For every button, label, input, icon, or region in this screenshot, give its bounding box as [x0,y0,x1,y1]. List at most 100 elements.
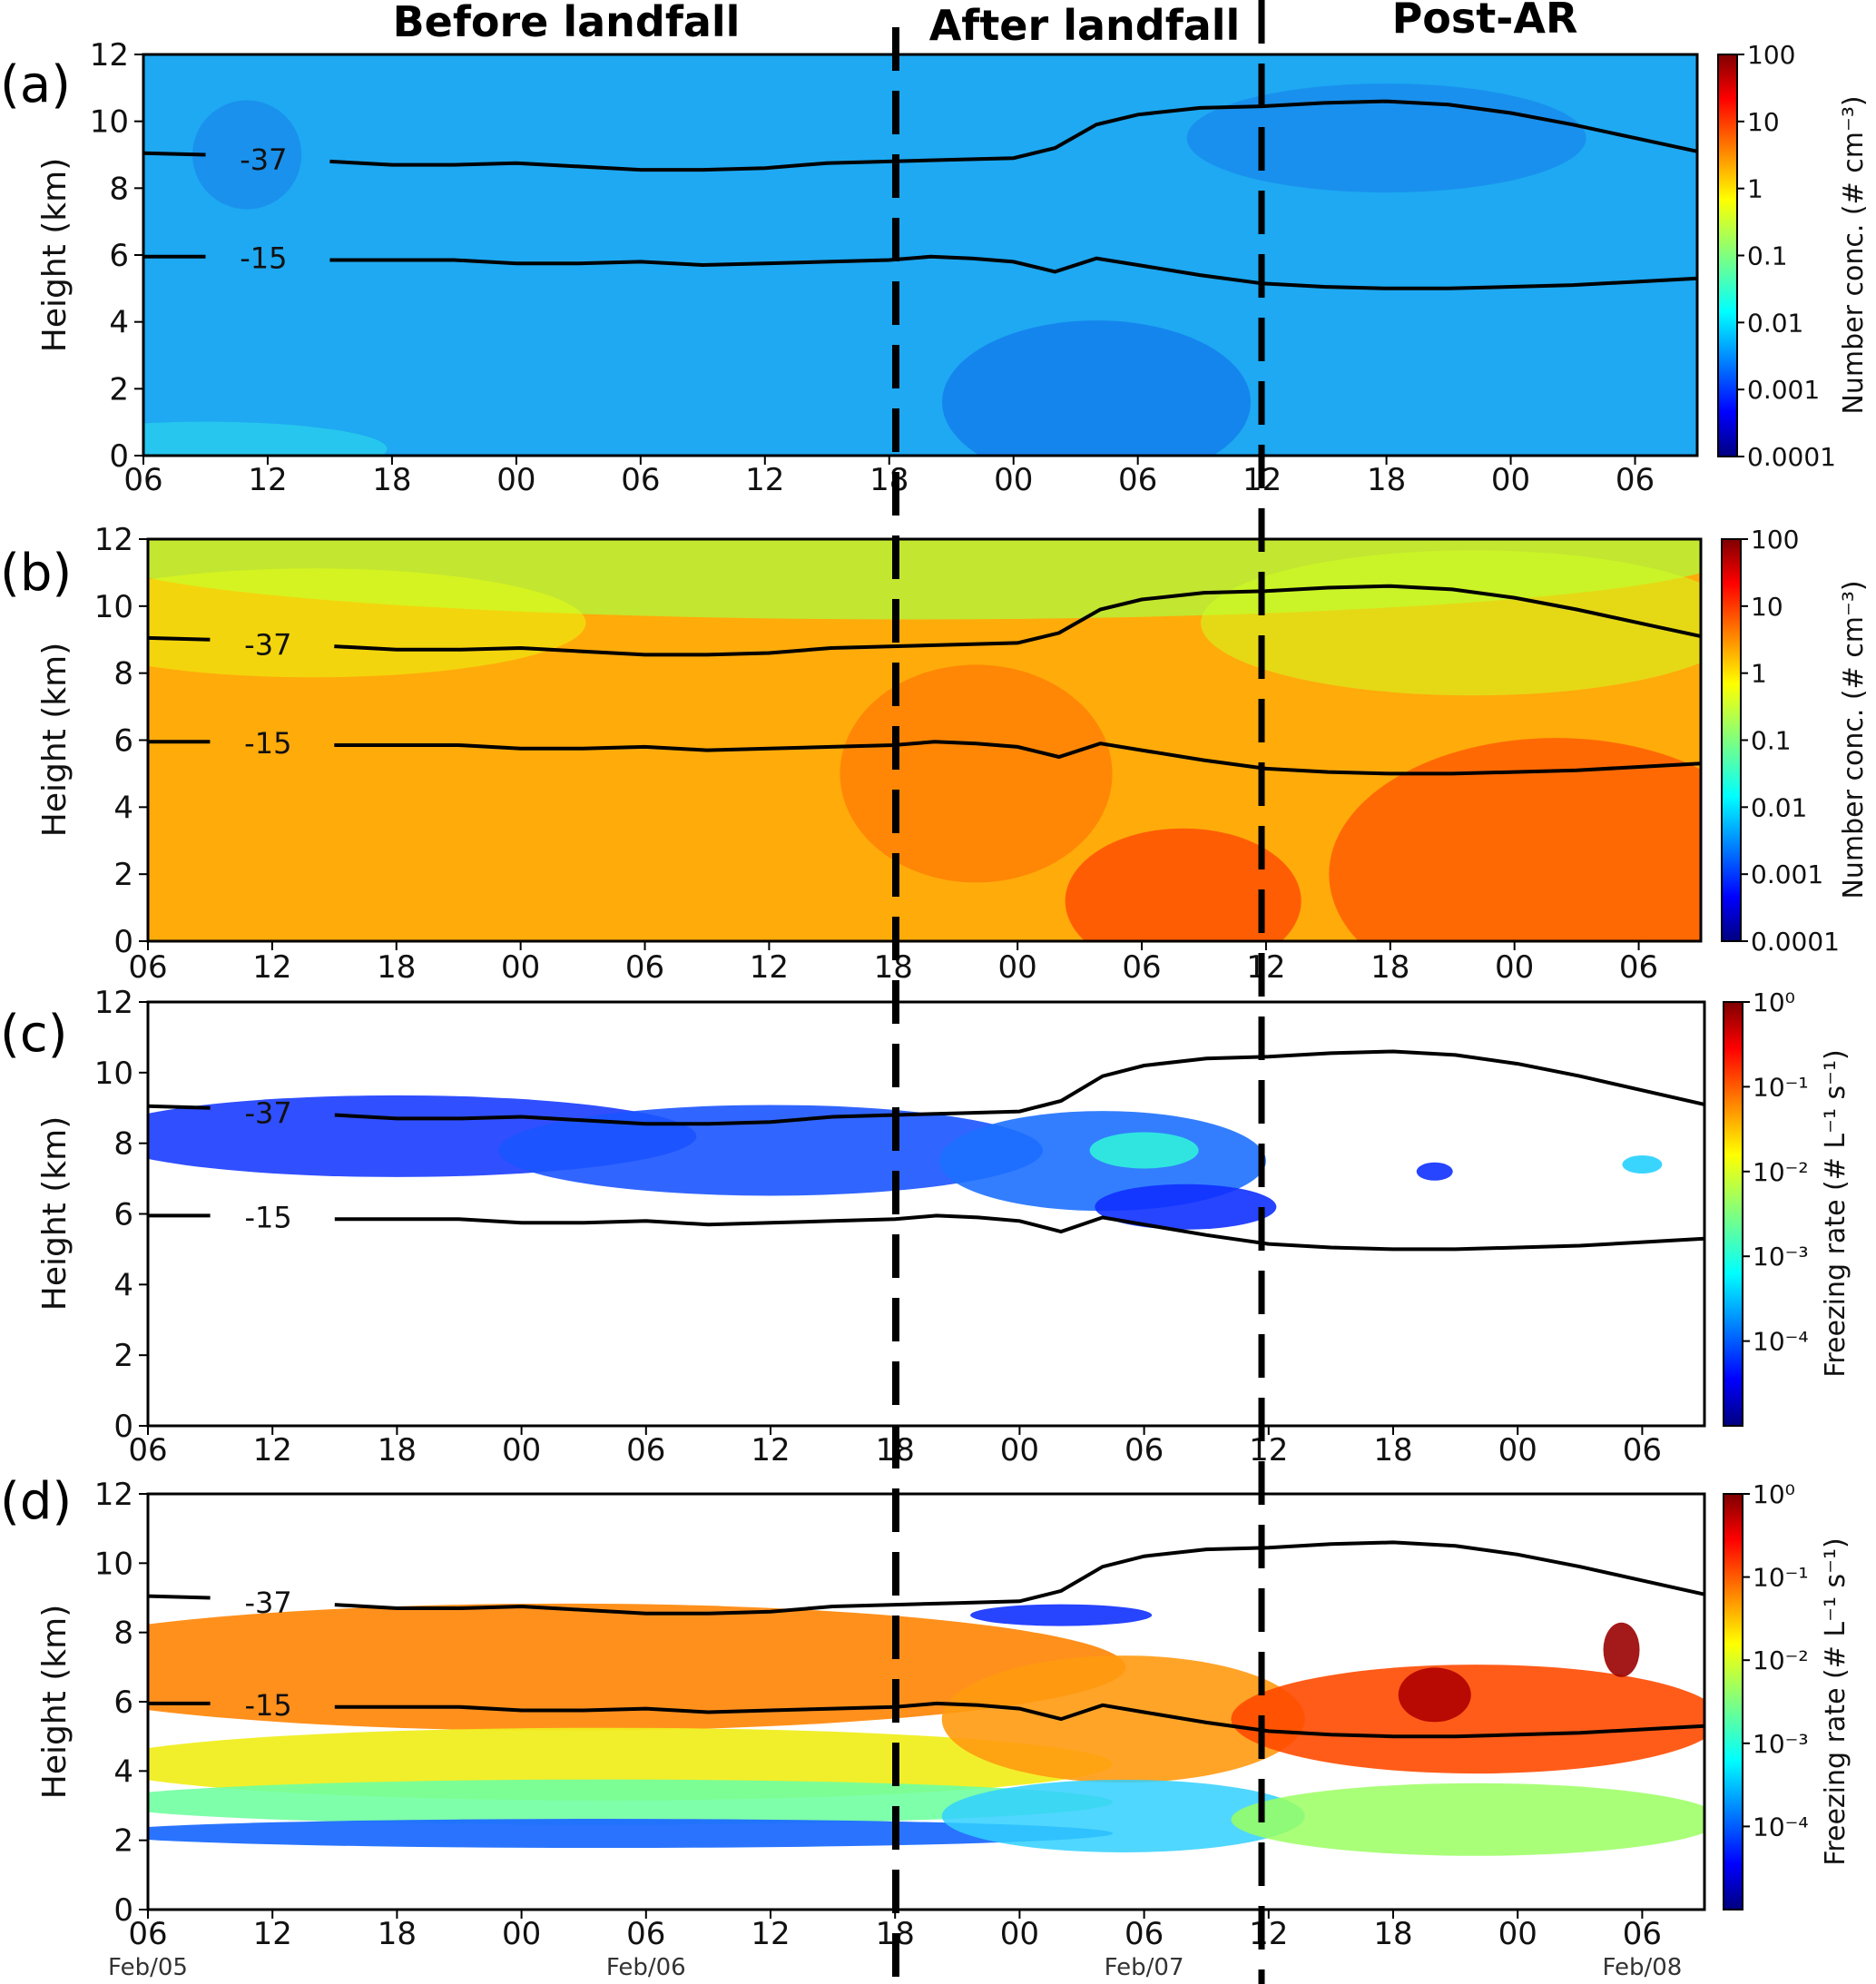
colorbar-tick-label: 10⁻² [1753,1645,1809,1675]
heatmap-cell [148,1779,1113,1825]
date-label: Feb/05 [108,1954,188,1981]
colorbar-tick-label: 0.001 [1751,859,1823,889]
contour-minus15-line [334,1213,1705,1252]
heatmap [148,1494,1704,1910]
x-tick-label: 00 [1000,1916,1039,1952]
heatmap-cell [1231,1665,1704,1774]
colorbar: 10⁰ 10⁻¹ 10⁻² 10⁻³ 10⁻⁴ Freezing rate (# L⁻¹… [1723,1479,1851,1910]
contour-label: -37 [240,142,287,177]
x-tick-label: 00 [502,1432,541,1468]
x-tick-label: 06 [1125,1432,1164,1468]
contour-minus37-line [334,1049,1705,1126]
x-tick-label: 18 [372,462,411,498]
y-tick-label: 4 [113,790,133,826]
y-tick-label: 2 [113,857,133,893]
heatmap-cell [143,421,388,456]
contour-minus15-line [329,254,1698,290]
colorbar-tick-label: 0.01 [1751,792,1807,822]
contour-minus37-line [147,1104,211,1110]
heatmap-background [148,1002,1704,1426]
contour-minus15-line [334,1701,1705,1739]
x-tick-label: 06 [1122,949,1161,986]
panel-letter: (b) [0,544,72,603]
y-axis-label: Height (km) [36,158,74,352]
y-axis-label: Height (km) [36,1116,74,1311]
y-axis-label: Height (km) [36,643,74,837]
contour-minus37-line [147,635,211,642]
date-label: Feb/07 [1105,1954,1184,1981]
heatmap-cell [498,1105,1043,1196]
y-tick-label: 10 [94,589,133,625]
y-tick-label: 0 [109,438,129,475]
contour-minus37-line [334,1540,1705,1616]
colorbar-tick-label: 0.1 [1747,241,1788,271]
colorbar-tick-label: 0.001 [1747,375,1820,405]
colorbar-gradient [1723,1493,1743,1910]
date-label: Feb/06 [606,1954,686,1981]
y-tick-label: 6 [109,238,129,274]
colorbar-tick-label: 0.01 [1747,308,1803,338]
heatmap-cell [1603,1622,1640,1677]
x-tick-label: 12 [252,949,291,986]
colorbar-gradient [1723,1001,1743,1427]
colorbar-title: Number conc. (# cm⁻³) [1838,580,1870,899]
heatmap-cell [148,1603,1126,1731]
colorbar-tick-label: 100 [1751,525,1799,555]
colorbar-tick-label: 1 [1751,659,1767,689]
x-tick-label: 00 [1000,1432,1039,1468]
heatmap-cell [1201,550,1701,696]
contour-minus15-line [334,740,1702,776]
y-tick-label: 8 [113,1616,133,1652]
x-tick-label: 06 [626,1432,665,1468]
colorbar-tick-label: 10⁰ [1753,1479,1795,1509]
colorbar-tick-label: 10 [1751,592,1783,622]
y-axis-ticks: 0 2 4 6 8 10 12 [90,37,143,475]
x-tick-label: 06 [128,1432,167,1468]
heatmap-cells [148,1603,1704,1856]
colorbar-tick-label: 100 [1747,40,1795,70]
x-tick-label: 06 [1616,462,1655,498]
plot-frame [146,1000,1706,1428]
heatmap-cell [970,1604,1153,1626]
contour-label: -15 [240,241,287,276]
x-tick-label: 12 [253,1916,292,1952]
colorbar-title: Freezing rate (# L⁻¹ s⁻¹) [1820,1537,1851,1866]
colorbar-tick-label: 10⁻⁴ [1753,1327,1809,1357]
colorbar-tick-label: 10⁻¹ [1753,1563,1809,1593]
x-tick-label: 06 [1619,949,1658,986]
y-axis-ticks: 0 2 4 6 8 10 12 [94,522,148,960]
colorbar-ticks: 10⁰ 10⁻¹ 10⁻² 10⁻³ 10⁻⁴ [1743,987,1809,1357]
colorbar: 100 10 1 0.1 0.01 0.001 0.0001 Number conc. (#… [1721,525,1870,957]
x-tick-label: 06 [1623,1916,1662,1952]
x-tick-label: 12 [253,1432,292,1468]
colorbar-gradient [1717,54,1738,457]
period-headers: Before landfall After landfall Post-AR [393,0,1578,50]
heatmap-cell [1329,738,1701,941]
y-tick-label: 4 [109,305,129,341]
x-tick-label: 00 [501,949,540,986]
contour-minus37-line [334,584,1702,657]
y-tick-label: 8 [109,171,129,207]
heatmap-cell [192,100,302,210]
y-tick-label: 8 [113,1126,133,1163]
x-tick-label: 00 [998,949,1037,986]
colorbar-ticks: 10⁰ 10⁻¹ 10⁻² 10⁻³ 10⁻⁴ [1743,1479,1809,1842]
temperature-contours: -37 -15 [147,1540,1705,1739]
y-tick-label: 6 [113,723,133,760]
colorbar-tick-label: 1 [1747,174,1763,204]
heatmap-cell [840,664,1113,883]
heatmap-cells [148,1095,1663,1230]
y-tick-label: 12 [90,37,129,74]
panel-letter: (c) [0,1005,67,1064]
y-tick-label: 4 [113,1267,133,1303]
heatmap-cell [1089,1132,1199,1169]
y-tick-label: 2 [109,371,129,408]
colorbar-ticks: 100 10 1 0.1 0.01 0.001 0.0001 [1741,525,1840,957]
x-tick-label: 18 [377,949,416,986]
heatmap-cell [942,320,1251,456]
x-tick-label: 18 [1373,1916,1412,1952]
colorbar-ticks: 100 10 1 0.1 0.01 0.001 0.0001 [1737,40,1836,472]
y-axis-label: Height (km) [36,1605,74,1799]
